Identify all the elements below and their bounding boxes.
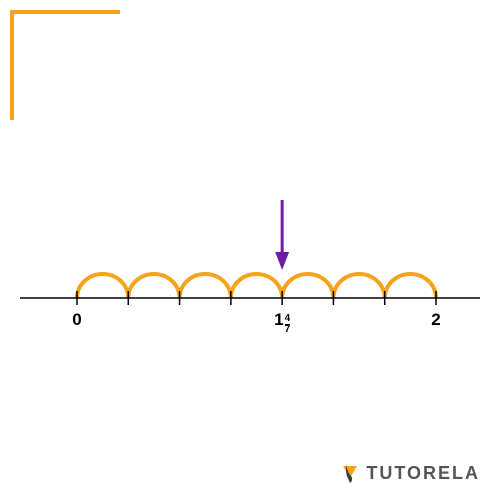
tick-label: 2 bbox=[431, 310, 440, 330]
brand-logo: TUTORELA bbox=[340, 462, 480, 484]
brand-icon bbox=[340, 462, 360, 484]
tick-label: 0 bbox=[72, 310, 81, 330]
brand-name: TUTORELA bbox=[366, 463, 480, 484]
frame-corner bbox=[10, 10, 120, 120]
numberline-diagram: 0 147 2 bbox=[0, 170, 500, 370]
tick-label: 147 bbox=[274, 310, 290, 335]
